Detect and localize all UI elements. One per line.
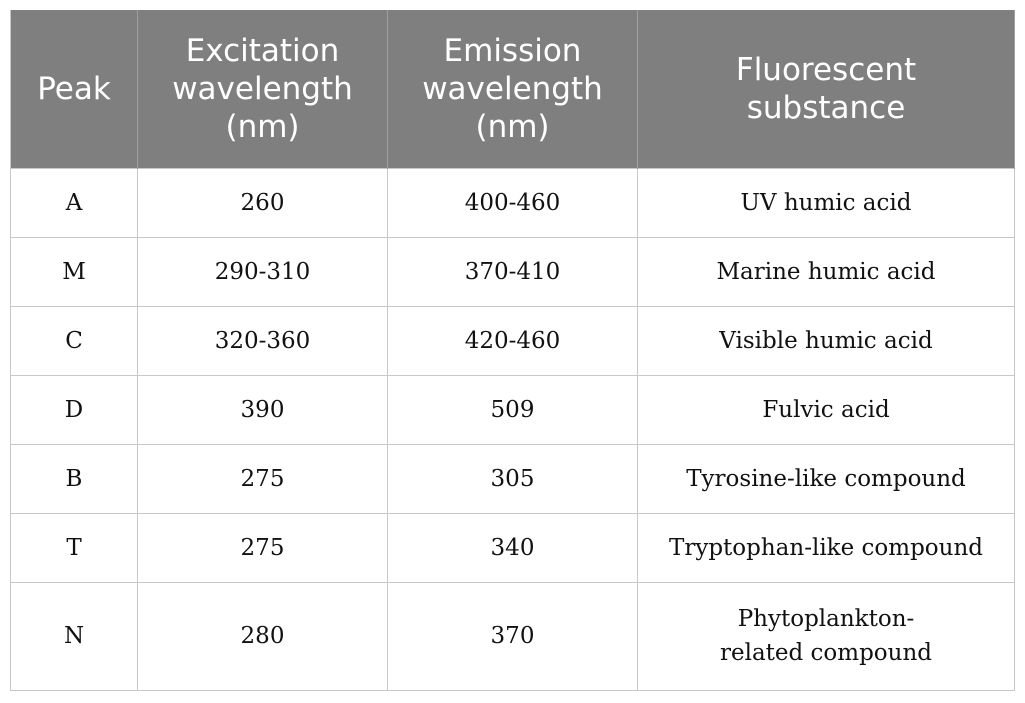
table-cell: B [10, 443, 138, 514]
table-cell: 280 [137, 581, 388, 691]
table-cell: C [10, 305, 138, 376]
table-cell: 275 [137, 512, 388, 583]
table-cell: 420-460 [387, 305, 638, 376]
table-cell: Tyrosine-like compound [637, 443, 1015, 514]
table-cell: M [10, 236, 138, 307]
table-row: T 275 340 Tryptophan-like compound [10, 512, 1015, 583]
table-cell: 260 [137, 167, 388, 238]
table-cell: Tryptophan-like compound [637, 512, 1015, 583]
table-cell: A [10, 167, 138, 238]
table-cell: 320-360 [137, 305, 388, 376]
table-row: C 320-360 420-460 Visible humic acid [10, 305, 1015, 376]
table-cell: 275 [137, 443, 388, 514]
table-cell: 400-460 [387, 167, 638, 238]
header-cell: Excitation wavelength (nm) [137, 10, 388, 168]
data-table: Peak Excitation wavelength (nm) Emission w… [10, 10, 1015, 691]
header-cell: Emission wavelength (nm) [387, 10, 638, 168]
table-row: N 280 370 Phytoplankton-related compound [10, 581, 1015, 691]
header-cell: Fluorescent substance [637, 10, 1015, 168]
table-cell: Visible humic acid [637, 305, 1015, 376]
table-cell: Fulvic acid [637, 374, 1015, 445]
table-cell: UV humic acid [637, 167, 1015, 238]
table-row: A 260 400-460 UV humic acid [10, 167, 1015, 238]
table-cell: 305 [387, 443, 638, 514]
header-row: Peak Excitation wavelength (nm) Emission w… [10, 10, 1015, 168]
table-header: Peak Excitation wavelength (nm) Emission w… [10, 10, 1015, 168]
table-row: M 290-310 370-410 Marine humic acid [10, 236, 1015, 307]
table-cell: 390 [137, 374, 388, 445]
table-cell: 340 [387, 512, 638, 583]
table-cell: 509 [387, 374, 638, 445]
table-cell: Marine humic acid [637, 236, 1015, 307]
table-cell: 370-410 [387, 236, 638, 307]
table-cell: 370 [387, 581, 638, 691]
table-cell: N [10, 581, 138, 691]
table-cell: T [10, 512, 138, 583]
table-cell: 290-310 [137, 236, 388, 307]
table-row: B 275 305 Tyrosine-like compound [10, 443, 1015, 514]
header-cell: Peak [10, 10, 138, 168]
table-cell: Phytoplankton-related compound [637, 581, 1015, 691]
table-body: A 260 400-460 UV humic acid M 290-310 370-410 M… [10, 167, 1015, 691]
table-cell: D [10, 374, 138, 445]
table-row: D 390 509 Fulvic acid [10, 374, 1015, 445]
